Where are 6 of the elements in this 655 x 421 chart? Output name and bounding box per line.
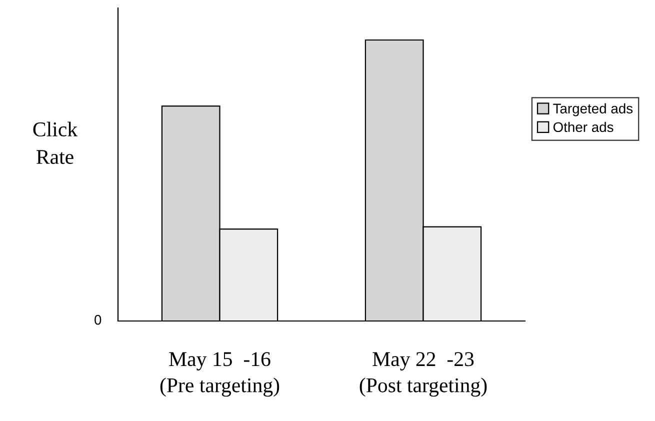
x-tick-label: May 22 -23 (Post targeting) [360, 352, 487, 397]
x-tick-label: May 15 -16 (Pre targeting) [160, 352, 280, 397]
text: 0 [94, 314, 102, 325]
legend-label: Targeted ads [553, 103, 633, 116]
legend-label: Other ads [553, 122, 614, 132]
y-axis-title: Click Rate [33, 122, 78, 164]
